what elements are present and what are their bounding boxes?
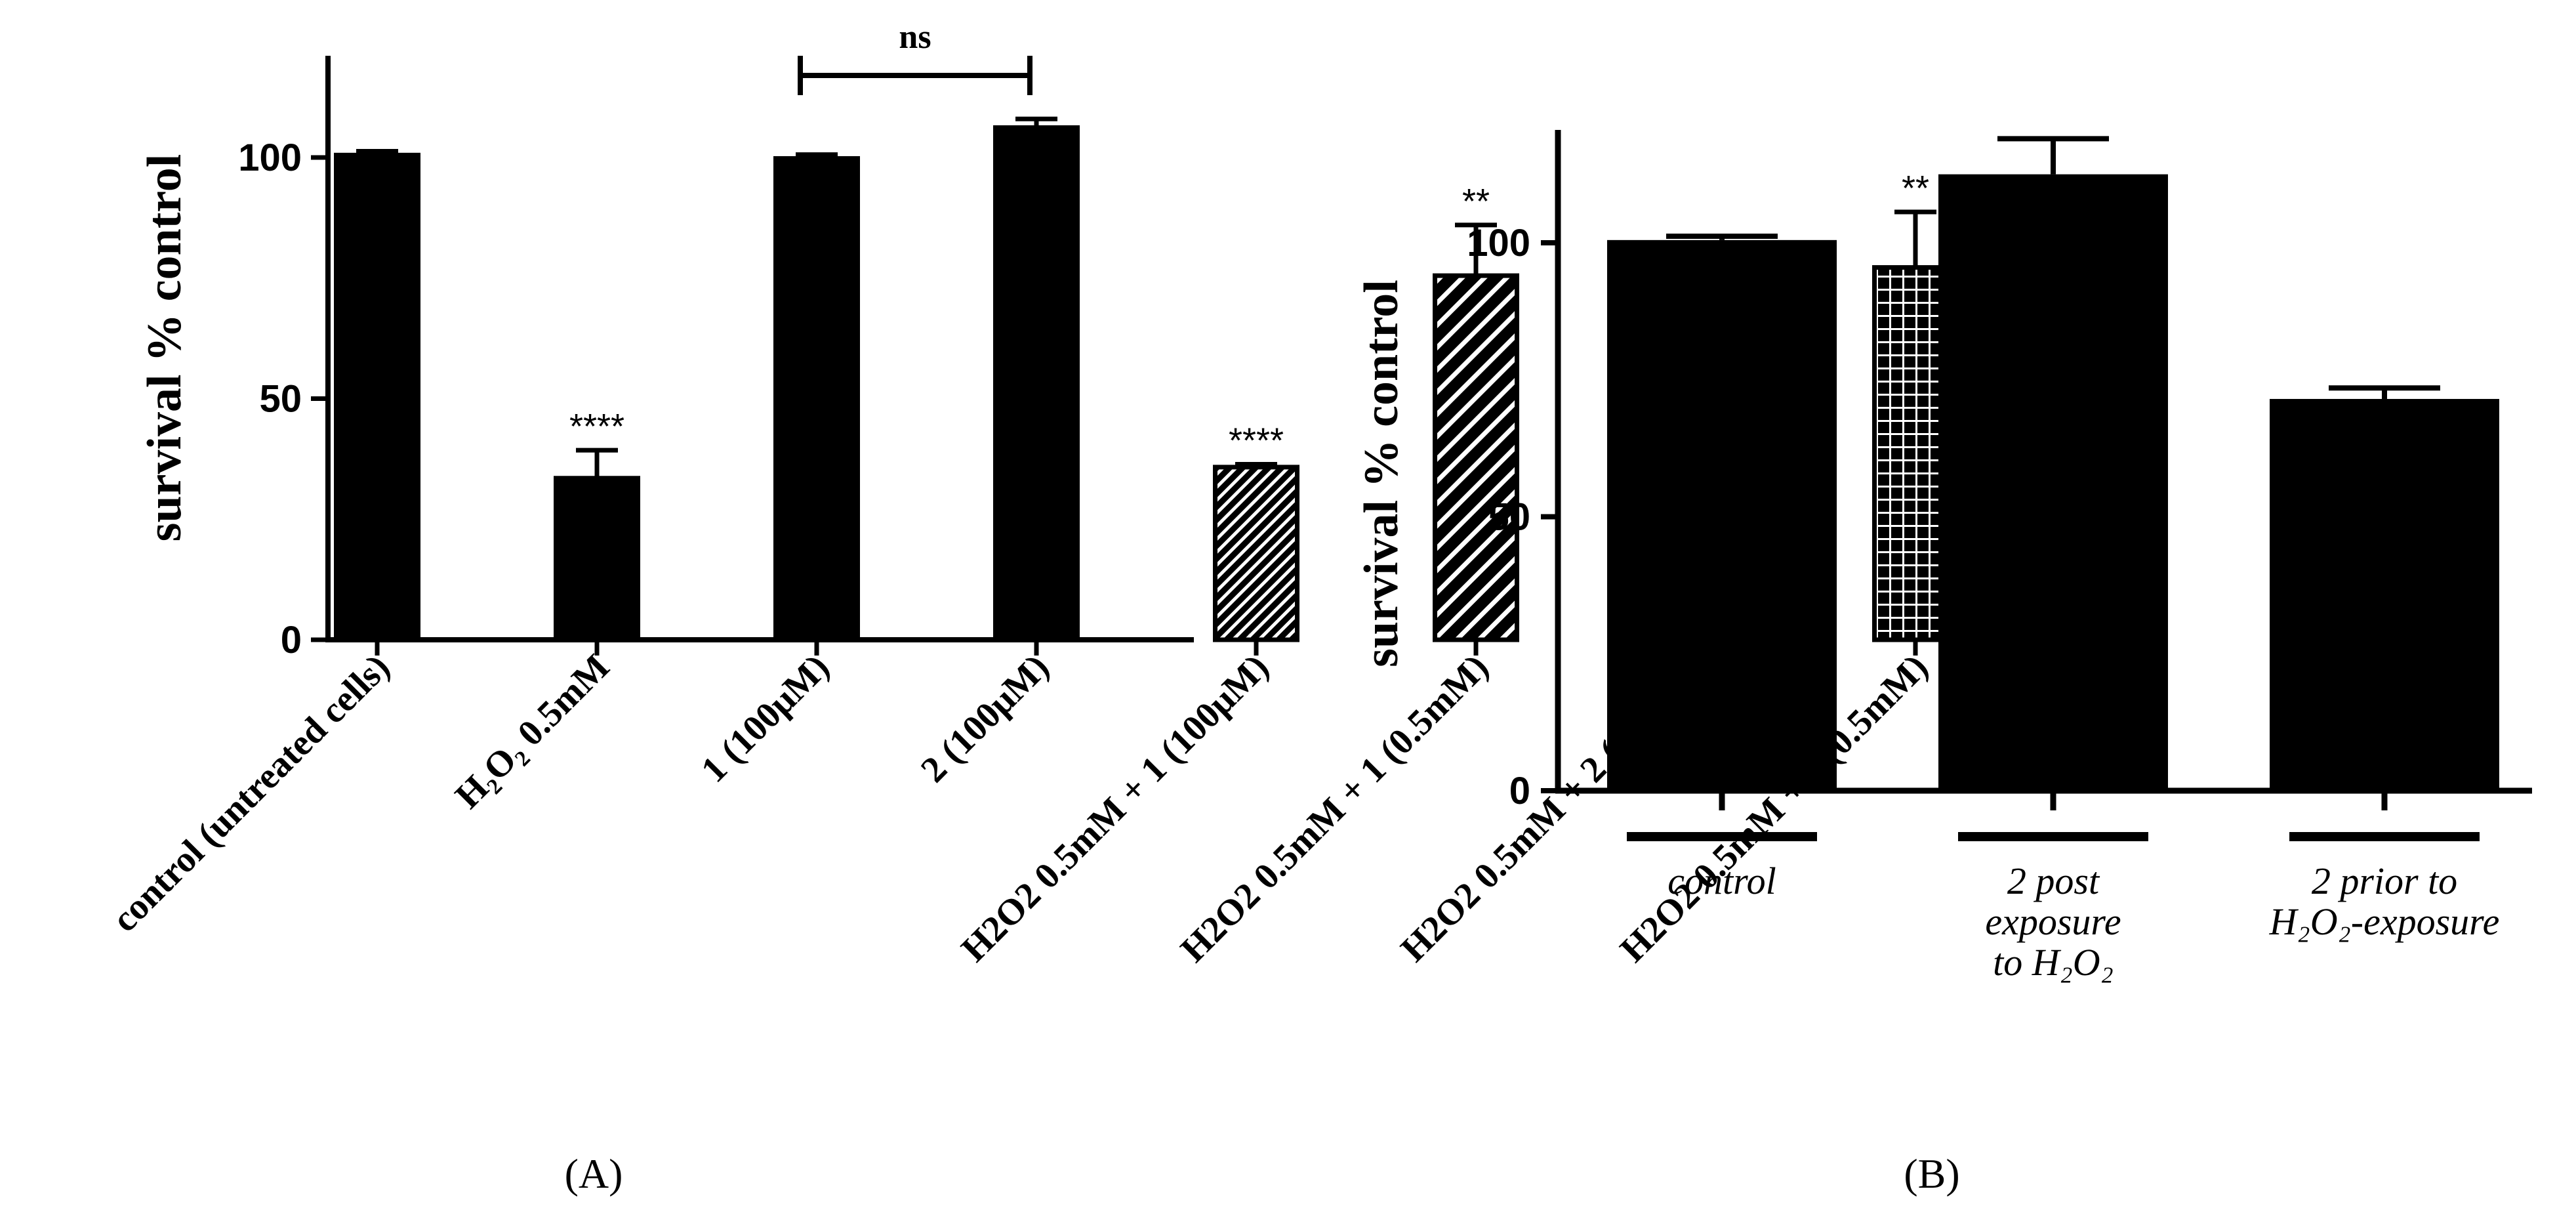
- y-tick-label: 100: [1467, 222, 1530, 264]
- x-tick-label: control: [1667, 860, 1776, 902]
- bar: [1213, 465, 1299, 642]
- x-tick-label: to H₂O₂: [1993, 941, 2114, 984]
- panel-b-label: (B): [1904, 1150, 1959, 1197]
- x-tick-label: 2 post: [2007, 860, 2100, 902]
- bar: [1938, 174, 2168, 791]
- y-tick-label: 50: [1488, 496, 1530, 539]
- x-tick-label: 2 prior to: [2312, 860, 2457, 902]
- bar: [334, 152, 420, 642]
- bar: [993, 125, 1080, 642]
- bar: [1433, 273, 1519, 642]
- x-tick-label: H₂O₂ 0.5mM: [447, 646, 617, 816]
- significance-label: ****: [569, 407, 624, 446]
- significance-label: ****: [1229, 421, 1284, 460]
- y-tick-label: 50: [259, 378, 302, 421]
- y-tick-label: 100: [238, 136, 302, 179]
- panel-a-label: (A): [565, 1150, 623, 1197]
- x-tick-label: control (untreated cells): [104, 646, 398, 940]
- y-axis-label: survival % control: [1355, 280, 1408, 667]
- significance-label: **: [1462, 182, 1490, 221]
- bar: [1607, 240, 1837, 791]
- bar: [2270, 398, 2499, 791]
- bar: [554, 476, 640, 642]
- x-tick-label: H₂O₂-exposure: [2269, 900, 2500, 943]
- panel-b-chart: 0 50 100 survival % control control 2 postexp…: [1355, 130, 2532, 984]
- bracket-label: ns: [899, 18, 931, 56]
- y-tick-label: 0: [1509, 770, 1530, 812]
- x-tick-label: 1 (100μM): [693, 646, 837, 790]
- significance-label: **: [1902, 169, 1929, 208]
- bar: [773, 156, 860, 642]
- x-tick-label: 2 (100μM): [913, 646, 1057, 790]
- x-tick-label: exposure: [1985, 900, 2121, 943]
- y-tick-label: 0: [281, 619, 302, 661]
- y-axis-label: survival % control: [138, 154, 192, 542]
